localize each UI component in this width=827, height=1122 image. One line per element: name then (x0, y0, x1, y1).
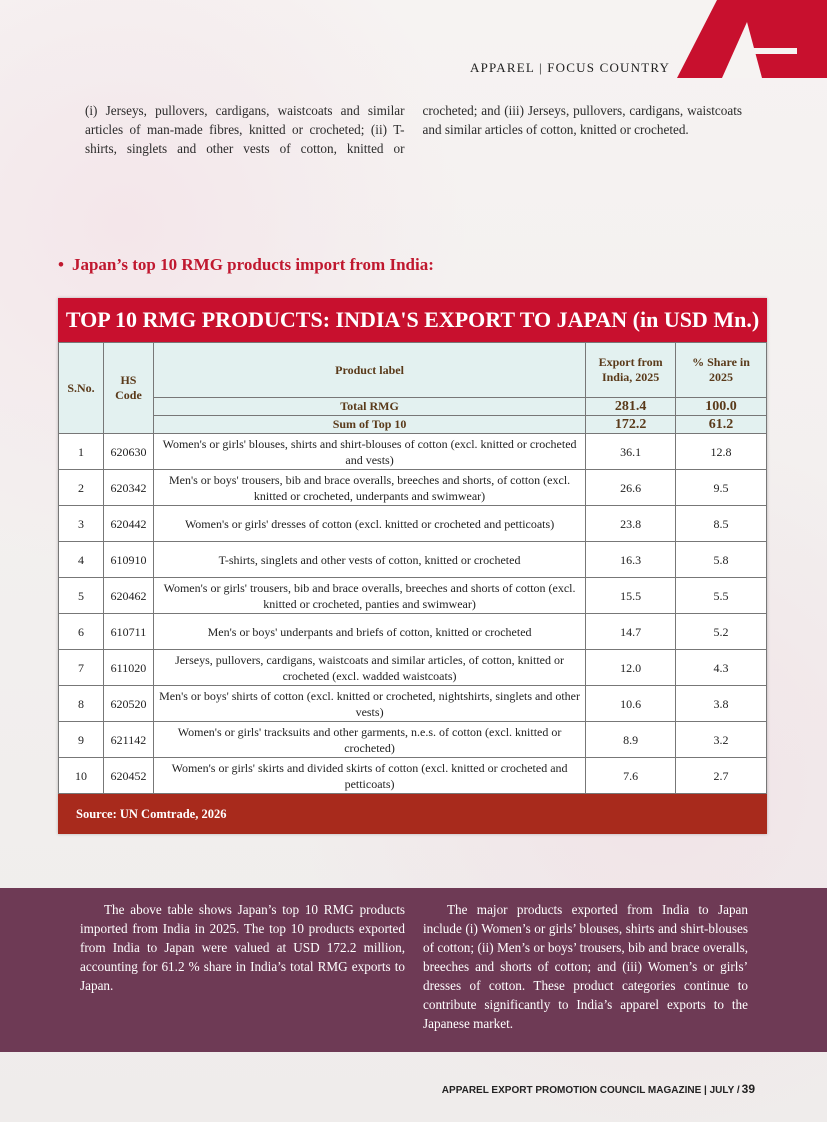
table-cell: 5.5 (675, 577, 767, 614)
table-cell: 16.3 (585, 541, 677, 578)
table-cell: 620630 (102, 433, 154, 470)
col-header: HS Code (102, 342, 154, 434)
summary-row: Sum of Top 10 172.2 61.2 (59, 415, 767, 434)
summary-cell: Sum of Top 10 (152, 415, 587, 434)
summary-cell: Total RMG (152, 397, 587, 416)
table-row: 10 620452 Women's or girls' skirts and div… (58, 757, 767, 794)
table-cell: 26.6 (585, 469, 677, 506)
summary-box: The above table shows Japan’s top 10 RMG… (0, 888, 827, 1052)
table-cell: 621142 (102, 721, 154, 758)
table-cell: Women's or girls' skirts and divided ski… (152, 757, 587, 794)
table-cell: 10.6 (585, 685, 677, 722)
col-header: % Share in 2025 (675, 342, 767, 398)
table-cell: Women's or girls' blouses, shirts and sh… (152, 433, 587, 470)
intro-text: (i) Jerseys, pullovers, cardigans, waist… (85, 103, 742, 156)
table-cell: Jerseys, pullovers, cardigans, waistcoat… (152, 649, 587, 686)
table-cell: 610711 (102, 613, 154, 650)
table-title: TOP 10 RMG PRODUCTS: INDIA'S EXPORT TO J… (58, 298, 767, 342)
section-label: APPAREL | FOCUS COUNTRY (470, 60, 671, 75)
summary-row: Total RMG 281.4 100.0 (59, 397, 767, 416)
summary-paragraph: The major products exported from India t… (423, 902, 748, 1031)
footer-text: APPAREL EXPORT PROMOTION COUNCIL MAGAZIN… (441, 1085, 740, 1096)
table-cell: 620442 (102, 505, 154, 542)
table-cell: 611020 (102, 649, 154, 686)
table-cell: 7.6 (585, 757, 677, 794)
col-header: S.No. (58, 342, 104, 434)
table-cell: 610910 (102, 541, 154, 578)
table-cell: 9 (58, 721, 104, 758)
table-cell: Men's or boys' shirts of cotton (excl. k… (152, 685, 587, 722)
table-cell: Women's or girls' trousers, bib and brac… (152, 577, 587, 614)
table-cell: 2 (58, 469, 104, 506)
table-row: 8 620520 Men's or boys' shirts of cotton (… (58, 685, 767, 722)
col-header: Export from India, 2025 (585, 342, 677, 398)
page-number: 39 (741, 1082, 755, 1096)
table-row: 6 610711 Men's or boys' underpants and bri… (58, 613, 767, 650)
table-row: 4 610910 T-shirts, singlets and other vest… (58, 541, 767, 578)
table-cell: 8 (58, 685, 104, 722)
table: TOP 10 RMG PRODUCTS: INDIA'S EXPORT TO J… (58, 298, 767, 834)
table-cell: 10 (58, 757, 104, 794)
table-cell: 3.2 (675, 721, 767, 758)
table-cell: 4.3 (675, 649, 767, 686)
table-cell: 1 (58, 433, 104, 470)
table-cell: 7 (58, 649, 104, 686)
logo (677, 0, 827, 78)
table-cell: 620452 (102, 757, 154, 794)
col-header: Product label (152, 342, 587, 398)
summary-cell: 100.0 (675, 397, 767, 416)
table-row: 3 620442 Women's or girls' dresses of cott… (58, 505, 767, 542)
table-cell: 12.0 (585, 649, 677, 686)
table-cell: 3.8 (675, 685, 767, 722)
table-cell: 8.9 (585, 721, 677, 758)
footer: APPAREL EXPORT PROMOTION COUNCIL MAGAZIN… (442, 1082, 755, 1096)
summary-cell: 172.2 (585, 415, 677, 434)
table-cell: 2.7 (675, 757, 767, 794)
table-cell: 4 (58, 541, 104, 578)
table-cell: 12.8 (675, 433, 767, 470)
table-cell: 6 (58, 613, 104, 650)
table-cell: 5 (58, 577, 104, 614)
table-cell: 15.5 (585, 577, 677, 614)
table-cell: 620520 (102, 685, 154, 722)
table-cell: Men's or boys' underpants and briefs of … (152, 613, 587, 650)
table-cell: 9.5 (675, 469, 767, 506)
table-cell: 14.7 (585, 613, 677, 650)
table-cell: 36.1 (585, 433, 677, 470)
table-cell: Men's or boys' trousers, bib and brace o… (152, 469, 587, 506)
summary-cell: 61.2 (675, 415, 767, 434)
table-row: 5 620462 Women's or girls' trousers, bib a… (58, 577, 767, 614)
table-cell: 5.8 (675, 541, 767, 578)
table-cell: 620342 (102, 469, 154, 506)
table-cell: 3 (58, 505, 104, 542)
table-row: 7 611020 Jerseys, pullovers, cardigans, wa… (58, 649, 767, 686)
data-table: S.No. HS Code Product label Export from … (58, 342, 767, 794)
table-cell: 620462 (102, 577, 154, 614)
table-cell: Women's or girls' tracksuits and other g… (152, 721, 587, 758)
summary-cell: 281.4 (585, 397, 677, 416)
source: Source: UN Comtrade, 2026 (58, 794, 767, 834)
table-cell: Women's or girls' dresses of cotton (exc… (152, 505, 587, 542)
table-cell: T-shirts, singlets and other vests of co… (152, 541, 587, 578)
table-row: 1 620630 Women's or girls' blouses, shirts… (58, 433, 767, 470)
table-row: 9 621142 Women's or girls' tracksuits and … (58, 721, 767, 758)
heading: Japan’s top 10 RMG products import from … (58, 255, 434, 275)
summary-paragraph: The above table shows Japan’s top 10 RMG… (80, 902, 405, 993)
table-cell: 23.8 (585, 505, 677, 542)
table-row: 2 620342 Men's or boys' trousers, bib and … (58, 469, 767, 506)
table-cell: 5.2 (675, 613, 767, 650)
table-cell: 8.5 (675, 505, 767, 542)
